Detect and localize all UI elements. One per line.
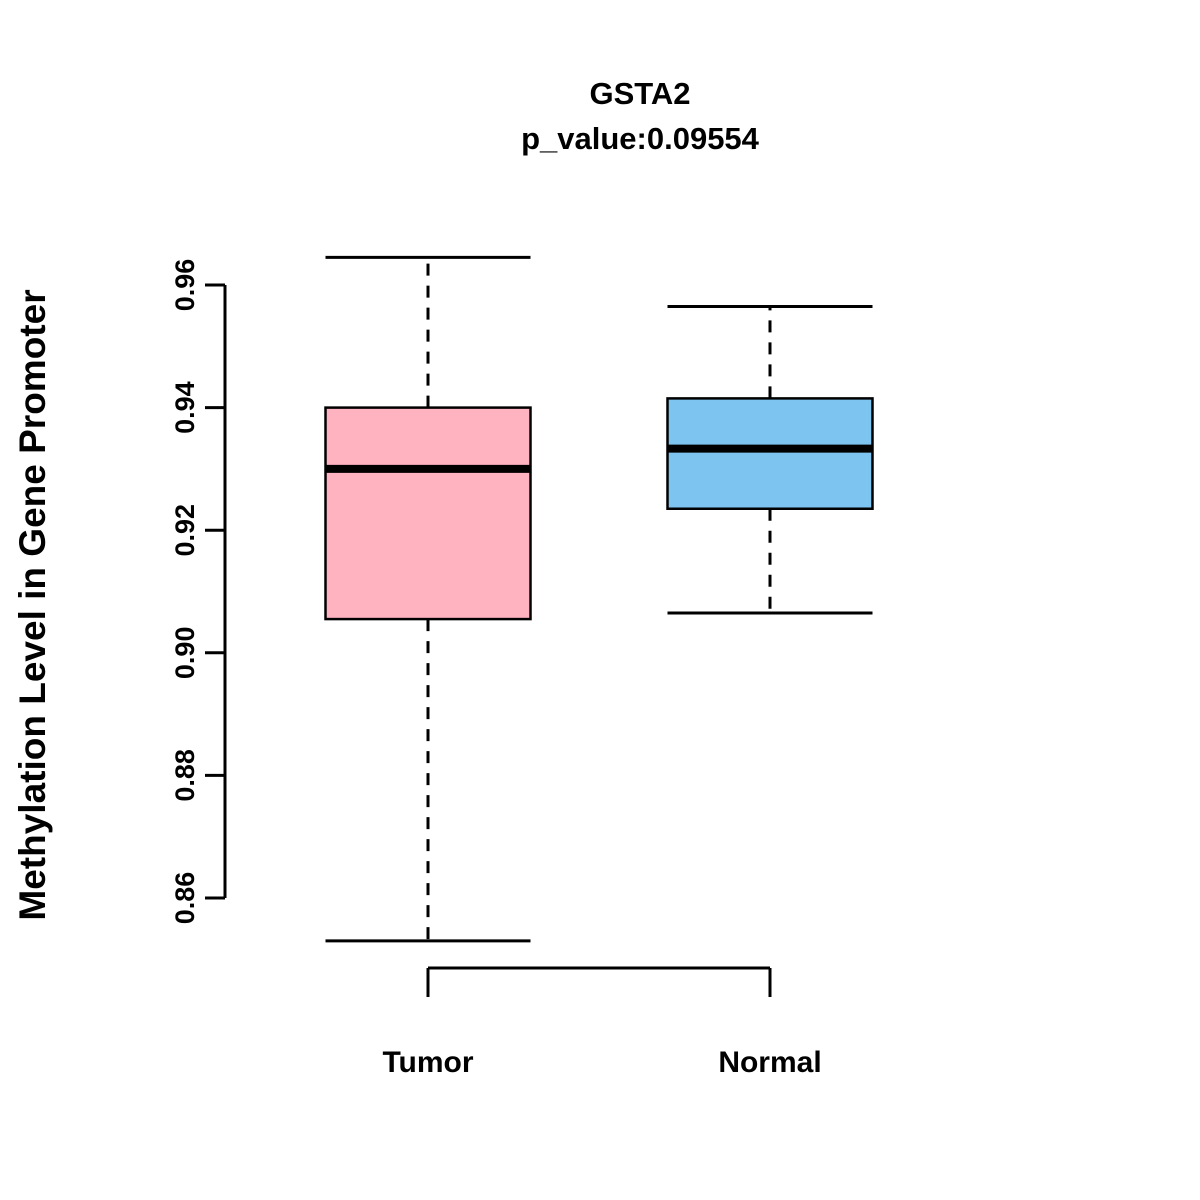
chart-title: GSTA2 — [589, 76, 691, 111]
y-tick-label: 0.96 — [170, 259, 200, 312]
box-tumor — [324, 406, 532, 621]
y-tick-label: 0.90 — [170, 627, 200, 680]
y-tick-label: 0.92 — [170, 504, 200, 557]
x-category-label-tumor: Tumor — [382, 1046, 473, 1079]
y-tick-label: 0.86 — [170, 872, 200, 925]
y-tick-label: 0.94 — [170, 381, 200, 434]
x-category-label-normal: Normal — [718, 1046, 821, 1079]
box-normal — [666, 397, 874, 510]
y-tick-label: 0.88 — [170, 749, 200, 802]
chart-subtitle-pvalue: p_value:0.09554 — [521, 121, 759, 156]
